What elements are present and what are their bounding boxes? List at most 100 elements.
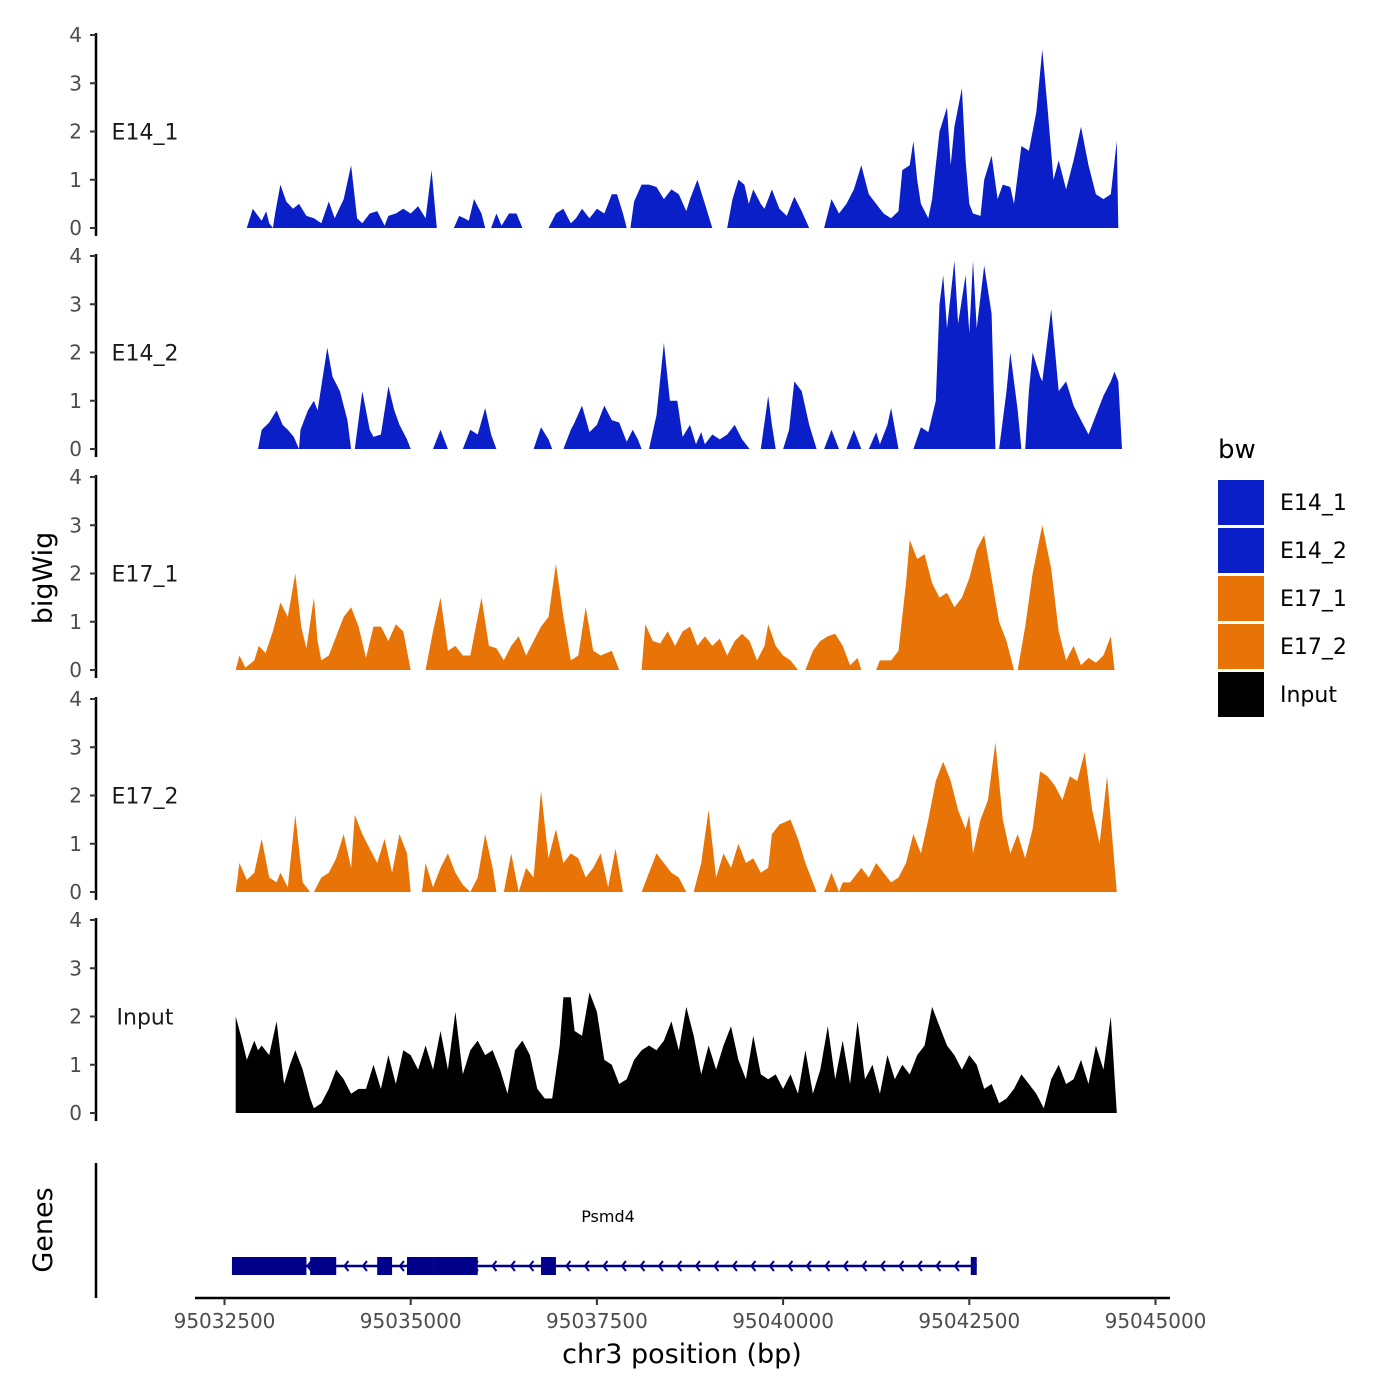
y-tick-label: 0 <box>69 216 82 240</box>
x-tick-label: 95045000 <box>1105 1309 1207 1333</box>
gene-name-label: Psmd4 <box>581 1207 635 1226</box>
y-tick-label: 3 <box>69 735 82 759</box>
gene-strand-arrow <box>639 1260 646 1272</box>
y-tick-label: 1 <box>69 168 82 192</box>
track-label: E17_2 <box>112 785 179 810</box>
gene-strand-arrow <box>583 1260 590 1272</box>
y-tick-label: 4 <box>69 687 82 711</box>
y-tick-label: 2 <box>69 784 82 808</box>
track-e17_2: 0 1 2 3 4 E17_2 <box>69 687 1117 904</box>
gene-strand-arrow <box>805 1260 812 1272</box>
legend-label: E17_1 <box>1280 587 1347 612</box>
y-tick-label: 2 <box>69 562 82 586</box>
coverage-area-e14_2 <box>258 260 1122 449</box>
gene-strand-arrow <box>768 1260 775 1272</box>
y-axis-title: bigWig <box>28 532 59 625</box>
y-tick-label: 1 <box>69 832 82 856</box>
y-tick-label: 0 <box>69 880 82 904</box>
track-input: 0 1 2 3 4 Input <box>69 908 1117 1125</box>
x-tick-label: 95032500 <box>174 1309 276 1333</box>
legend-label: E14_2 <box>1280 539 1347 564</box>
track-label: Input <box>117 1006 174 1031</box>
legend-swatch <box>1218 576 1264 621</box>
y-tick-label: 0 <box>69 437 82 461</box>
y-tick-label: 1 <box>69 610 82 634</box>
gene-strand-arrow <box>787 1260 794 1272</box>
gene-exon <box>970 1257 977 1275</box>
y-tick-label: 3 <box>69 292 82 316</box>
gene-strand-arrow <box>676 1260 683 1272</box>
gene-strand-arrow <box>657 1260 664 1272</box>
gene-strand-arrow <box>620 1260 627 1272</box>
gene-strand-arrow <box>898 1260 905 1272</box>
gene-strand-arrow <box>343 1260 350 1272</box>
y-tick-label: 3 <box>69 956 82 980</box>
x-axis: chr3 position (bp) 95032500 95035000 95037… <box>174 1296 1207 1370</box>
x-tick-label: 95035000 <box>360 1309 462 1333</box>
y-tick-label: 2 <box>69 341 82 365</box>
y-tick-label: 2 <box>69 120 82 144</box>
track-label: E14_1 <box>112 121 179 146</box>
gene-model-psmd4 <box>231 1257 977 1275</box>
gene-exon <box>310 1257 337 1275</box>
gene-strand-arrow <box>935 1260 942 1272</box>
gene-strand-arrow <box>528 1260 535 1272</box>
legend-swatch <box>1218 480 1264 525</box>
legend-title: bw <box>1218 435 1256 465</box>
gene-strand-arrow <box>861 1260 868 1272</box>
gene-strand-arrow <box>916 1260 923 1272</box>
gene-strand-arrow <box>491 1260 498 1272</box>
y-tick-label: 3 <box>69 71 82 95</box>
gene-strand-arrow <box>953 1260 960 1272</box>
y-tick-label: 4 <box>69 908 82 932</box>
x-tick-label: 95040000 <box>732 1309 834 1333</box>
genes-panel-title: Genes <box>28 1187 59 1272</box>
gene-strand-arrow <box>306 1260 313 1272</box>
y-tick-label: 4 <box>69 23 82 47</box>
track-e14_2: 0 1 2 3 4 E14_2 <box>69 244 1122 461</box>
gene-strand-arrow <box>361 1260 368 1272</box>
gene-strand-arrow <box>509 1260 516 1272</box>
y-tick-label: 4 <box>69 465 82 489</box>
gene-strand-arrow <box>824 1260 831 1272</box>
y-tick-label: 0 <box>69 1101 82 1125</box>
track-label: E14_2 <box>112 342 179 367</box>
legend-label: Input <box>1280 683 1337 708</box>
x-axis-title: chr3 position (bp) <box>562 1339 802 1370</box>
legend-swatch <box>1218 528 1264 573</box>
y-tick-label: 2 <box>69 1005 82 1029</box>
coverage-area-e14_1 <box>246 49 1119 228</box>
y-tick-label: 4 <box>69 244 82 268</box>
gene-strand-arrow <box>565 1260 572 1272</box>
track-e14_1: 0 1 2 3 4 E14_1 <box>69 23 1119 240</box>
gene-strand-arrow <box>842 1260 849 1272</box>
y-tick-label: 0 <box>69 658 82 682</box>
coverage-area-input <box>235 992 1117 1113</box>
legend: bw E14_1 E14_2 E17_1 E17_2 Input <box>1218 435 1347 717</box>
genes-panel: Genes Psmd4 <box>28 1163 977 1298</box>
gene-strand-arrow <box>713 1260 720 1272</box>
legend-label: E14_1 <box>1280 491 1347 516</box>
gene-strand-arrow <box>750 1260 757 1272</box>
gene-exon <box>377 1257 393 1275</box>
gene-strand-arrow <box>602 1260 609 1272</box>
y-tick-label: 1 <box>69 389 82 413</box>
x-tick-label: 95037500 <box>546 1309 648 1333</box>
gene-strand-arrow <box>398 1260 405 1272</box>
y-tick-label: 3 <box>69 513 82 537</box>
coverage-area-e17_2 <box>235 742 1117 892</box>
track-label: E17_1 <box>112 563 179 588</box>
coverage-area-e17_1 <box>235 525 1115 670</box>
gene-exon <box>433 1257 478 1275</box>
gene-exon <box>541 1257 556 1275</box>
legend-label: E17_2 <box>1280 635 1347 660</box>
gene-strand-arrow <box>879 1260 886 1272</box>
tracks-layer: 0 1 2 3 4 E14_1 0 1 2 3 4 E14_2 0 1 2 3 4 E17_1 0 1 2 3 4 E17_2… <box>69 23 1122 1125</box>
track-e17_1: 0 1 2 3 4 E17_1 <box>69 465 1115 682</box>
x-tick-label: 95042500 <box>918 1309 1020 1333</box>
gene-strand-arrow <box>694 1260 701 1272</box>
y-tick-label: 1 <box>69 1053 82 1077</box>
gene-exon <box>231 1257 307 1275</box>
gene-strand-arrow <box>731 1260 738 1272</box>
